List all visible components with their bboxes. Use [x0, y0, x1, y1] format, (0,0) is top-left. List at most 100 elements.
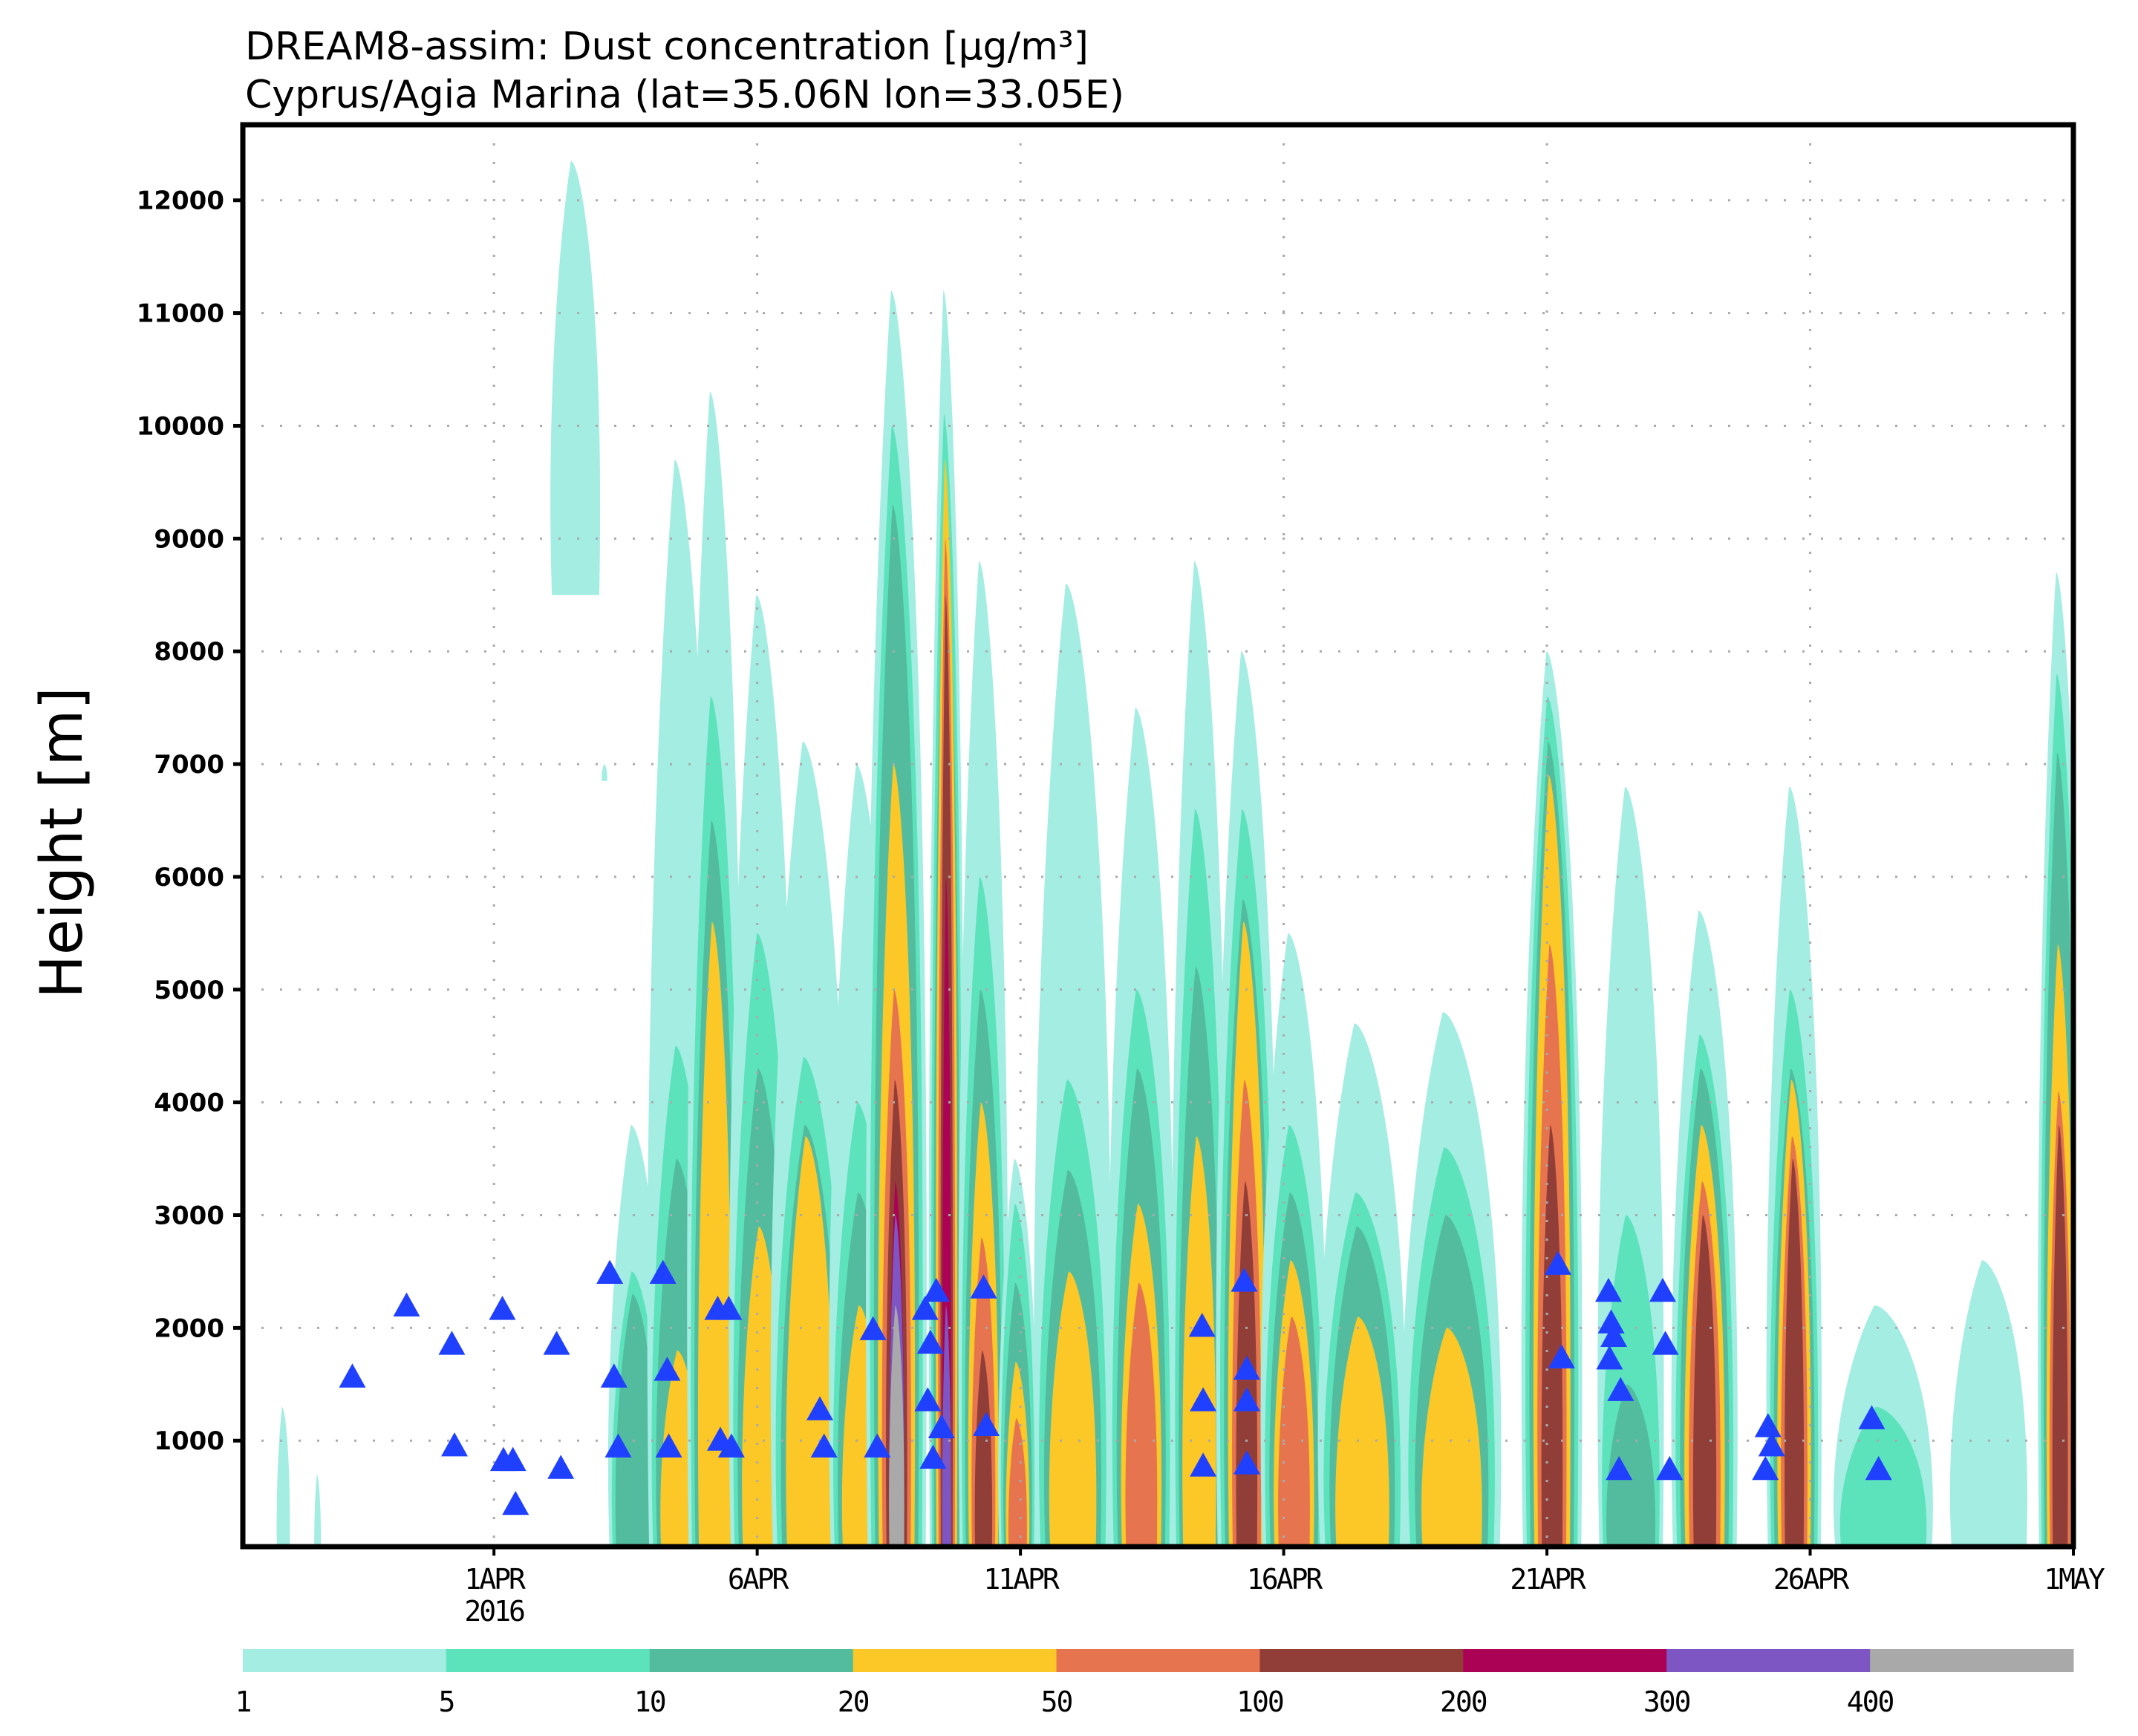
x-tick-label-11APR: 11APR — [983, 1563, 1060, 1596]
observation-marker — [499, 1446, 527, 1472]
observation-marker — [1596, 1345, 1623, 1370]
observation-markers — [339, 1250, 1892, 1515]
chart-subtitle: Cyprus/Agia Marina (lat=35.06N lon=33.05… — [245, 73, 1124, 117]
plume-10-level-400 — [889, 1305, 905, 1547]
y-tick-label-6000: 6000 — [154, 863, 224, 893]
y-tick-label-10000: 10000 — [137, 411, 224, 441]
colorbar-swatch-3 — [853, 1649, 1057, 1672]
observation-marker — [806, 1396, 834, 1420]
colorbar-label-1: 1 — [235, 1686, 251, 1718]
colorbar-swatch-7 — [1666, 1649, 1871, 1672]
colorbar-label-400: 400 — [1847, 1686, 1894, 1718]
plume-23-level-100 — [1692, 1215, 1717, 1547]
observation-marker — [1865, 1455, 1892, 1481]
colorbar-label-50: 50 — [1041, 1686, 1072, 1718]
observation-marker — [810, 1433, 838, 1458]
y-tick-label-4000: 4000 — [154, 1089, 224, 1118]
y-tick-label-2000: 2000 — [154, 1314, 224, 1343]
plume-3-level-1 — [602, 764, 607, 781]
x-tick-label-16APR: 16APR — [1247, 1563, 1323, 1596]
observation-marker — [916, 1329, 944, 1354]
observation-marker — [922, 1277, 950, 1302]
observation-marker — [1544, 1250, 1571, 1275]
y-axis-label: Height [m] — [29, 687, 96, 998]
observation-marker — [543, 1331, 570, 1355]
observation-marker — [914, 1387, 942, 1412]
plume-2-level-1 — [550, 160, 601, 595]
colorbar-label-10: 10 — [634, 1686, 665, 1718]
observation-marker — [864, 1433, 891, 1458]
observation-marker — [1233, 1450, 1260, 1475]
plume-21-level-100 — [1541, 1125, 1563, 1547]
observation-marker — [1656, 1455, 1684, 1481]
plume-12-level-100 — [974, 1350, 993, 1547]
observation-marker — [1652, 1331, 1679, 1355]
y-tick-label-3000: 3000 — [154, 1201, 224, 1231]
plume-13-level-50 — [1008, 1417, 1027, 1547]
observation-marker — [438, 1331, 466, 1355]
observation-marker — [600, 1363, 628, 1388]
observation-marker — [393, 1292, 420, 1317]
observation-marker — [1233, 1387, 1260, 1412]
observation-marker — [1188, 1312, 1216, 1337]
y-tick-label-5000: 5000 — [154, 976, 224, 1005]
colorbar-swatch-2 — [649, 1649, 854, 1672]
colorbar-swatch-6 — [1463, 1649, 1667, 1672]
contour-field — [276, 160, 2073, 1547]
observation-marker — [655, 1433, 682, 1458]
colorbar-label-20: 20 — [838, 1686, 869, 1718]
plume-19-level-20 — [1335, 1316, 1389, 1547]
axes: 1000 2000 3000 4000 5000 6000 7000 8000 9000 1000… — [137, 122, 2108, 1628]
observation-marker — [970, 1274, 997, 1299]
observation-marker — [919, 1444, 947, 1469]
plume-0-level-1 — [276, 1406, 290, 1547]
observation-marker — [502, 1490, 529, 1515]
colorbar-label-100: 100 — [1236, 1686, 1283, 1718]
observation-marker — [1231, 1267, 1258, 1292]
observation-marker — [547, 1455, 575, 1479]
observation-marker — [1595, 1277, 1623, 1302]
plume-16-level-20 — [1182, 1136, 1216, 1547]
plume-26-level-1 — [1949, 1260, 2027, 1547]
y-tick-label-12000: 12000 — [137, 186, 224, 216]
x-tick-label-6APR: 6APR — [728, 1563, 789, 1596]
observation-marker — [1754, 1413, 1782, 1438]
observation-marker — [1190, 1452, 1217, 1477]
observation-marker — [973, 1412, 1000, 1437]
plume-20-level-20 — [1421, 1328, 1482, 1547]
observation-marker — [911, 1296, 939, 1320]
observation-marker — [1606, 1455, 1633, 1481]
observation-marker — [440, 1432, 468, 1457]
chart-title: DREAM8-assim: Dust concentration [µg/m³] — [245, 25, 1089, 69]
observation-marker — [928, 1414, 955, 1439]
x-tick-label-1MAY: 1MAY — [2044, 1563, 2105, 1596]
plume-24-level-100 — [1785, 1158, 1805, 1547]
x-tick-label-1APR: 1APR — [464, 1563, 526, 1596]
x-tick-label-21APR: 21APR — [1510, 1563, 1586, 1596]
plume-6-level-20 — [697, 921, 732, 1547]
plume-15-level-50 — [1125, 1282, 1158, 1547]
plume-14-level-20 — [1049, 1271, 1097, 1547]
plume-18-level-50 — [1278, 1316, 1310, 1547]
observation-marker — [1190, 1387, 1217, 1412]
y-tick-label-9000: 9000 — [154, 524, 224, 554]
x-tick-label-26APR: 26APR — [1773, 1563, 1850, 1596]
observation-marker — [654, 1357, 681, 1381]
colorbar-label-200: 200 — [1440, 1686, 1487, 1718]
colorbar-swatch-5 — [1259, 1649, 1464, 1672]
observation-marker — [596, 1259, 624, 1284]
observation-marker — [1607, 1377, 1635, 1401]
observation-marker — [715, 1296, 743, 1320]
y-tick-label-11000: 11000 — [137, 299, 224, 329]
observation-marker — [604, 1433, 632, 1458]
colorbar-swatch-0 — [243, 1649, 447, 1672]
y-tick-label-8000: 8000 — [154, 637, 224, 667]
colorbar-swatch-1 — [446, 1649, 651, 1672]
observation-marker — [1649, 1277, 1677, 1302]
plume-4-level-10 — [615, 1293, 656, 1547]
y-tick-label-7000: 7000 — [154, 750, 224, 780]
observation-marker — [1758, 1432, 1785, 1457]
plume-22-level-10 — [1606, 1384, 1656, 1547]
observation-marker — [1600, 1322, 1628, 1348]
observation-marker — [717, 1433, 745, 1458]
